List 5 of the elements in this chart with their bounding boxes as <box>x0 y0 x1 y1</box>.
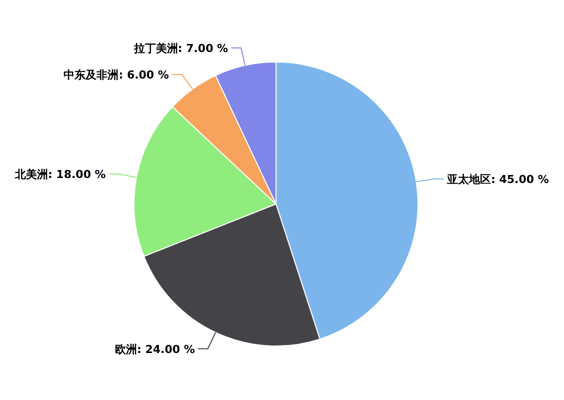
slice-label: 欧洲: 24.00 % <box>115 342 195 356</box>
slice-label: 北美洲: 18.00 % <box>14 168 106 182</box>
slice-label: 亚太地区: 45.00 % <box>446 172 549 186</box>
slice-label: 拉丁美洲: 7.00 % <box>132 42 228 55</box>
slice-label: 中东及非洲: 6.00 % <box>64 68 169 82</box>
